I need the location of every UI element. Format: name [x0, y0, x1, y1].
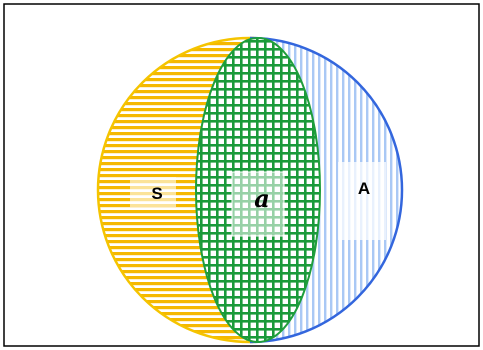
label-middle: a	[254, 184, 270, 213]
region-right-outline	[249, 36, 404, 344]
label-box-right	[338, 162, 386, 240]
outer-border	[3, 3, 480, 347]
label-left: S	[151, 184, 162, 203]
label-box-middle	[231, 171, 285, 237]
label-box-left	[130, 177, 176, 207]
label-right: A	[358, 179, 370, 198]
